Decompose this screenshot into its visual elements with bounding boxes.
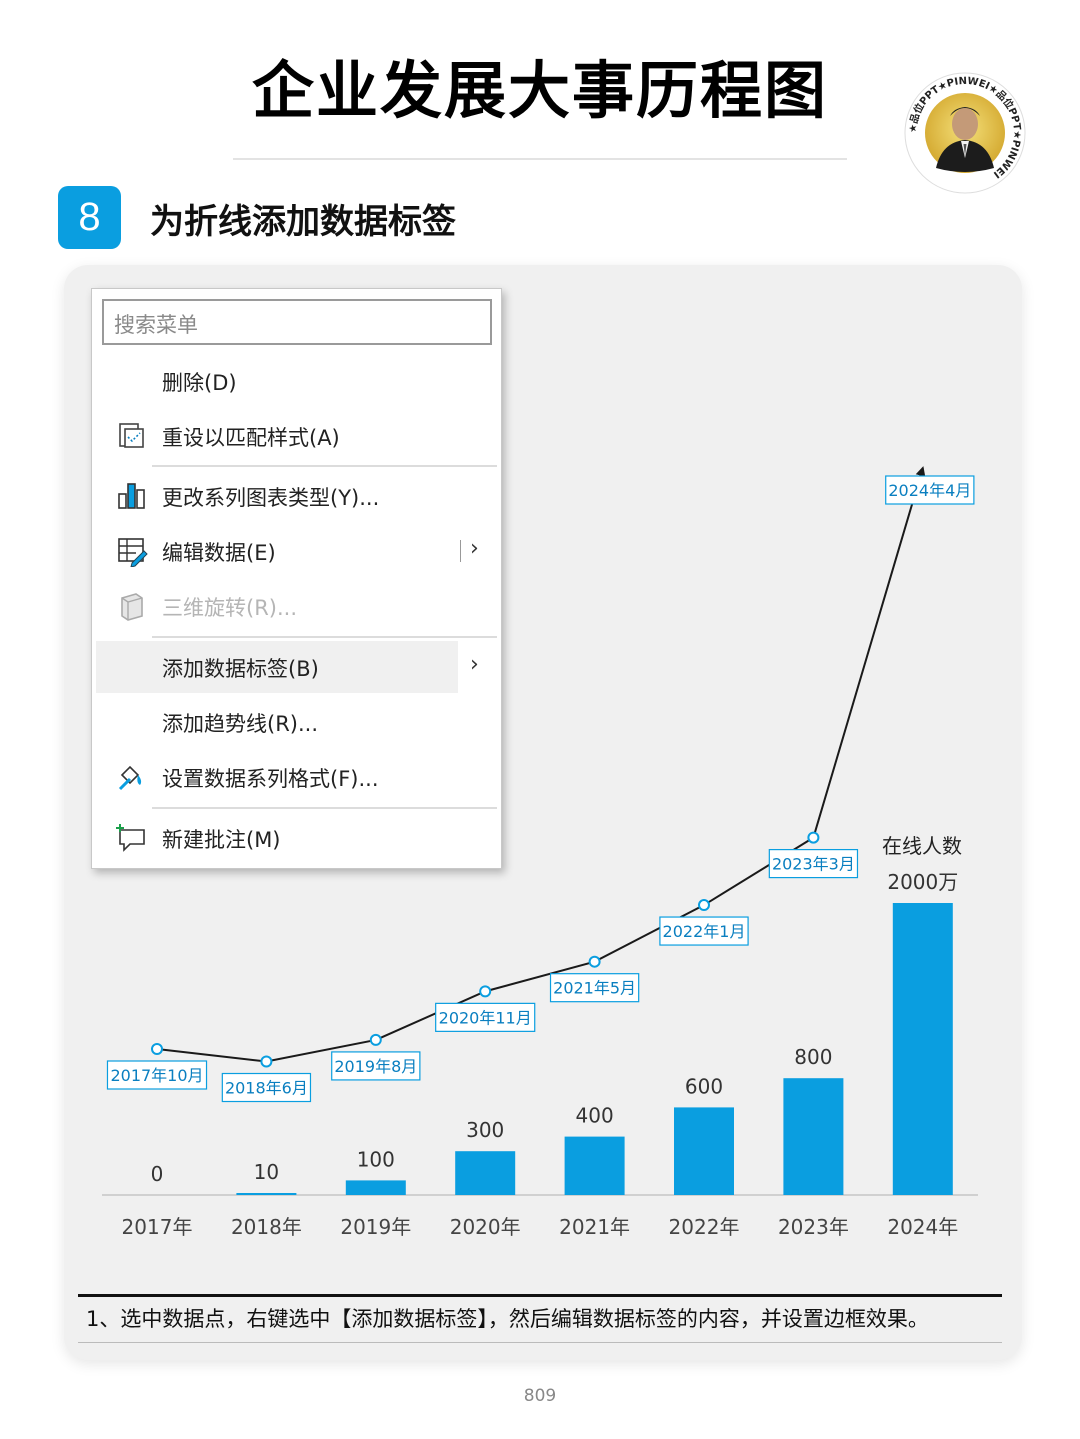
menu-item-label: 编辑数据(E) — [162, 541, 276, 565]
step-title: 为折线添加数据标签 — [150, 202, 456, 242]
x-tick-label: 2017年 — [122, 1215, 193, 1239]
submenu-divider — [460, 540, 461, 562]
3d-rotate-icon — [121, 593, 143, 621]
bar-data-label: 100 — [357, 1147, 395, 1171]
line-point[interactable] — [260, 1055, 273, 1068]
x-tick-label: 2018年 — [231, 1215, 302, 1239]
menu-item-label: 删除(D) — [162, 371, 237, 395]
page-number: 809 — [523, 1386, 557, 1406]
bar[interactable] — [564, 1136, 625, 1195]
x-tick-label: 2022年 — [669, 1215, 740, 1239]
bar[interactable] — [345, 1180, 406, 1195]
combo-chart[interactable]: 在线人数 0 10 100 300 400 600 800 2000万 2017年10月 201… — [0, 0, 1080, 1300]
bar-data-label: 10 — [254, 1160, 279, 1184]
series-line-arrow — [812, 466, 926, 838]
line-data-label-box[interactable] — [221, 1072, 312, 1103]
brand-logo: ★品位PPT★PINWEI★品位PPT★PINWEI — [904, 72, 1026, 194]
edit-data-icon — [118, 538, 148, 567]
line-data-label: 2021年5月 — [553, 979, 636, 998]
x-tick-label: 2019年 — [340, 1215, 411, 1239]
bar-data-label: 300 — [466, 1118, 504, 1142]
bar[interactable] — [783, 1078, 844, 1195]
menu-item-label: 添加趋势线(R)... — [162, 712, 319, 736]
line-data-label-box[interactable] — [659, 916, 749, 946]
context-menu: 搜索菜单 删除(D) 重设以匹配样式(A) 更改系列图表类型(Y)... 编辑数… — [91, 288, 502, 869]
chevron-right-icon[interactable]: › — [470, 536, 479, 561]
step-number-badge: 8 — [58, 186, 121, 249]
bar[interactable] — [674, 1107, 734, 1195]
line-point[interactable] — [151, 1043, 163, 1055]
line-point[interactable] — [479, 985, 492, 998]
line-data-label-box[interactable] — [435, 1002, 536, 1032]
legend-label: 在线人数 — [882, 834, 962, 858]
bar-data-label: 2000万 — [887, 870, 958, 894]
menu-item-add-data-labels[interactable]: 添加数据标签(B) — [96, 641, 458, 693]
bar[interactable] — [892, 903, 953, 1195]
menu-item-label: 重设以匹配样式(A) — [162, 426, 340, 450]
menu-item-change-chart-type[interactable]: 更改系列图表类型(Y)... — [96, 470, 499, 522]
menu-separator — [152, 636, 497, 638]
format-series-icon — [118, 765, 142, 791]
bar[interactable] — [236, 1193, 297, 1195]
bar-data-label: 400 — [576, 1104, 614, 1128]
x-tick-label: 2021年 — [559, 1215, 630, 1239]
menu-item-label: 更改系列图表类型(Y)... — [162, 486, 380, 510]
menu-item-edit-data[interactable]: 编辑数据(E) › — [96, 525, 499, 577]
x-tick-label: 2024年 — [887, 1215, 958, 1239]
menu-separator — [152, 465, 497, 467]
x-tick-label: 2020年 — [450, 1215, 521, 1239]
line-data-label: 2018年6月 — [225, 1079, 308, 1098]
line-data-label-box[interactable] — [106, 1060, 208, 1090]
caption-top-rule — [78, 1294, 1002, 1297]
bar-data-label: 800 — [794, 1045, 832, 1069]
line-data-label: 2024年4月 — [888, 481, 971, 500]
line-data-label: 2020年11月 — [439, 1008, 532, 1027]
menu-item-delete[interactable]: 删除(D) — [96, 355, 499, 407]
menu-search-input[interactable]: 搜索菜单 — [102, 299, 492, 345]
menu-item-label: 添加数据标签(B) — [162, 657, 319, 681]
line-point[interactable] — [698, 899, 710, 912]
menu-item-label: 新建批注(M) — [162, 828, 281, 852]
line-point[interactable] — [588, 955, 601, 968]
page-title: 企业发展大事历程图 — [251, 54, 828, 127]
chart-type-icon — [118, 483, 145, 509]
line-data-label-box[interactable] — [549, 973, 640, 1003]
x-tick-label: 2023年 — [778, 1215, 849, 1239]
line-data-label-box[interactable] — [885, 475, 975, 505]
line-data-label-box[interactable] — [768, 848, 859, 879]
menu-item-label: 三维旋转(R)... — [162, 596, 298, 620]
bar[interactable] — [455, 1151, 516, 1195]
line-data-label: 2017年10月 — [110, 1066, 203, 1085]
menu-item-label: 设置数据系列格式(F)... — [162, 767, 379, 791]
line-data-label: 2023年3月 — [772, 855, 855, 874]
menu-item-add-trendline[interactable]: 添加趋势线(R)... — [96, 696, 499, 748]
line-data-label: 2019年8月 — [334, 1057, 417, 1076]
chevron-right-icon[interactable]: › — [470, 652, 479, 677]
menu-item-new-comment[interactable]: 新建批注(M) — [96, 812, 499, 864]
line-data-label: 2022年1月 — [663, 922, 746, 941]
menu-item-3d-rotate: 三维旋转(R)... — [96, 580, 499, 632]
title-divider — [233, 158, 847, 160]
line-data-label-box[interactable] — [331, 1051, 421, 1081]
bar-data-label: 600 — [685, 1074, 723, 1098]
instruction-caption: 1、选中数据点，右键选中【添加数据标签】，然后编辑数据标签的内容，并设置边框效果… — [86, 1307, 929, 1331]
bar-data-label: 0 — [151, 1162, 164, 1186]
line-point[interactable] — [369, 1033, 382, 1046]
new-comment-icon — [116, 824, 145, 852]
reset-style-icon — [119, 423, 144, 448]
menu-separator — [152, 807, 497, 809]
line-point[interactable] — [807, 831, 820, 844]
menu-item-format-series[interactable]: 设置数据系列格式(F)... — [96, 751, 499, 803]
menu-item-reset-style[interactable]: 重设以匹配样式(A) — [96, 410, 499, 462]
caption-bottom-rule — [78, 1342, 1002, 1343]
